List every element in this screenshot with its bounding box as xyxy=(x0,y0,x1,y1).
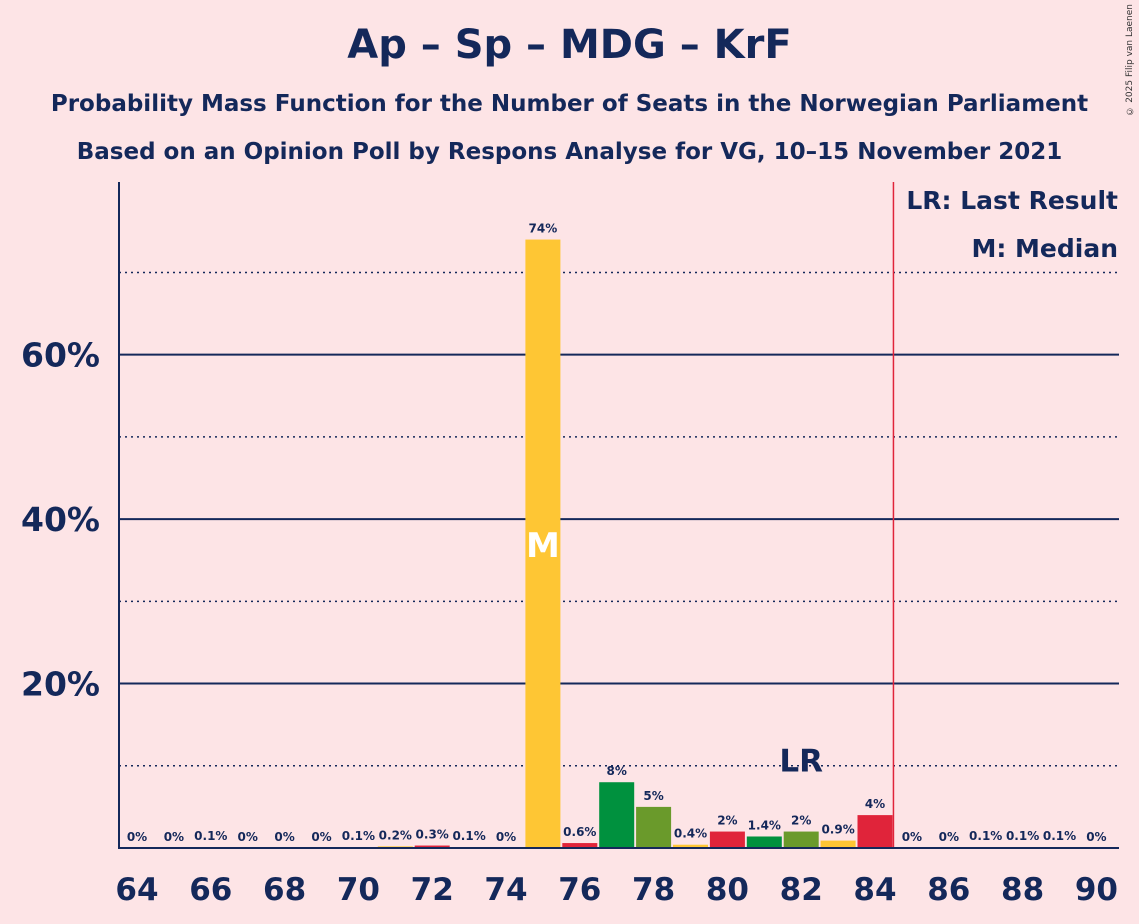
x-tick-label: 68 xyxy=(263,872,306,908)
data-label: 2% xyxy=(717,814,737,828)
y-tick-label: 20% xyxy=(21,665,100,704)
grid-layer xyxy=(119,271,1119,767)
y-tick-label: 40% xyxy=(21,500,100,539)
data-label: 74% xyxy=(529,222,558,236)
bars-layer xyxy=(193,239,1077,849)
data-label: 0.9% xyxy=(821,823,854,837)
data-label: 0.1% xyxy=(969,829,1002,843)
bar-seat-75 xyxy=(525,239,561,849)
y-tick-label: 60% xyxy=(21,336,100,375)
x-tick-label: 66 xyxy=(189,872,232,908)
data-label: 2% xyxy=(791,814,811,828)
bar-seat-82 xyxy=(783,831,819,848)
chart-title: Ap – Sp – MDG – KrF xyxy=(347,22,792,68)
data-label: 0.6% xyxy=(563,825,596,839)
x-tick-label: 90 xyxy=(1075,872,1118,908)
data-label: 0% xyxy=(311,830,331,844)
data-label: 0% xyxy=(496,830,516,844)
data-label: 0% xyxy=(238,830,258,844)
labels-layer: 20%40%60%0% 0% 0.1% 0% 0% 0% 0.1% 0.2% 0.3% 0.1% 0… xyxy=(21,222,1118,908)
bar-seat-83 xyxy=(820,840,856,848)
bar-seat-81 xyxy=(746,836,782,848)
data-label: 0% xyxy=(902,830,922,844)
x-tick-label: 78 xyxy=(632,872,675,908)
data-label: 1.4% xyxy=(748,818,781,832)
chart-subtitle-description: Probability Mass Function for the Number… xyxy=(50,91,1089,117)
bar-seat-77 xyxy=(599,782,635,848)
data-label: 5% xyxy=(643,789,663,803)
data-label: 0% xyxy=(1086,830,1106,844)
x-tick-label: 76 xyxy=(558,872,601,908)
x-tick-label: 74 xyxy=(484,872,527,908)
bar-seat-72 xyxy=(414,845,450,848)
x-tick-label: 64 xyxy=(115,872,158,908)
data-label: 0.1% xyxy=(1006,829,1039,843)
data-label: 0.4% xyxy=(674,827,707,841)
axes-layer xyxy=(118,182,1119,849)
x-tick-label: 82 xyxy=(780,872,823,908)
median-marker: M xyxy=(526,526,560,566)
data-label: 0.1% xyxy=(194,829,227,843)
data-label: 0% xyxy=(164,830,184,844)
bar-seat-80 xyxy=(709,831,745,848)
data-label: 0% xyxy=(939,830,959,844)
bar-seat-76 xyxy=(562,843,598,848)
data-label: 0.1% xyxy=(1043,829,1076,843)
data-label: 0.1% xyxy=(342,829,375,843)
bar-seat-79 xyxy=(673,844,708,848)
last-result-marker: LR xyxy=(779,744,823,780)
x-tick-label: 84 xyxy=(853,872,896,908)
x-tick-label: 70 xyxy=(337,872,380,908)
data-label: 8% xyxy=(607,764,627,778)
legend-median: M: Median xyxy=(971,234,1118,263)
data-label: 0% xyxy=(274,830,294,844)
data-label: 0% xyxy=(127,830,147,844)
x-tick-label: 86 xyxy=(927,872,970,908)
data-label: 0.1% xyxy=(452,829,485,843)
x-tick-label: 80 xyxy=(706,872,749,908)
data-label: 4% xyxy=(865,797,885,811)
x-tick-label: 88 xyxy=(1001,872,1044,908)
data-label: 0.2% xyxy=(379,828,412,842)
bar-seat-78 xyxy=(636,806,672,848)
data-label: 0.3% xyxy=(416,828,449,842)
x-tick-label: 72 xyxy=(411,872,454,908)
chart-subtitle-source: Based on an Opinion Poll by Respons Anal… xyxy=(76,139,1063,165)
bar-seat-84 xyxy=(857,815,893,848)
legend-last-result: LR: Last Result xyxy=(906,186,1118,215)
